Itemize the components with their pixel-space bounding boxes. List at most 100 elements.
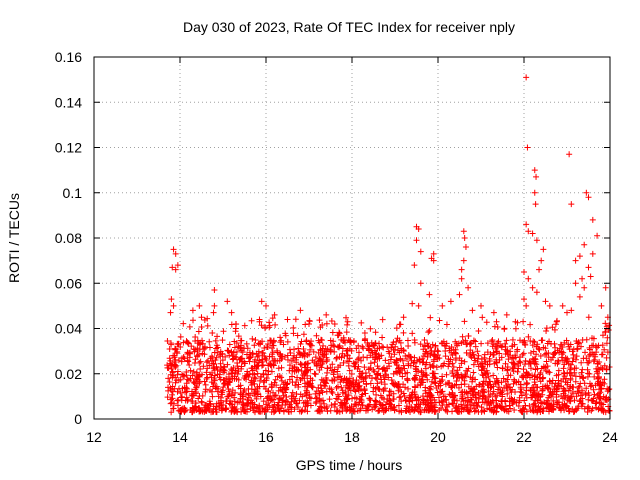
data-point (388, 344, 395, 351)
data-point (569, 390, 576, 397)
data-point (349, 407, 356, 414)
data-point (503, 337, 510, 344)
data-point (361, 330, 368, 337)
data-point (169, 264, 176, 271)
data-point (164, 394, 171, 401)
data-point (461, 377, 468, 384)
data-point (252, 375, 259, 382)
data-point (480, 380, 487, 387)
data-point (459, 333, 466, 340)
data-point (323, 320, 330, 327)
data-point (270, 338, 277, 345)
data-point (333, 407, 340, 414)
data-point (307, 341, 314, 348)
data-point (593, 398, 600, 405)
data-point (498, 404, 505, 411)
data-point (252, 337, 259, 344)
data-point (266, 353, 273, 360)
data-point (258, 362, 265, 369)
data-point (511, 341, 518, 348)
data-point (315, 390, 322, 397)
data-point (587, 273, 594, 280)
data-point (563, 375, 570, 382)
data-point (578, 369, 585, 376)
data-point (260, 349, 267, 356)
data-point (288, 358, 295, 365)
data-point (345, 336, 352, 343)
data-point (236, 356, 243, 363)
data-point (391, 407, 398, 414)
data-point (181, 384, 188, 391)
data-point (334, 408, 341, 415)
data-point (564, 309, 570, 316)
data-point (398, 398, 405, 405)
data-point (560, 349, 567, 356)
data-point (479, 314, 486, 321)
data-point (591, 356, 598, 363)
data-point (336, 342, 343, 349)
data-point (510, 398, 517, 405)
chart-title: Day 030 of 2023, Rate Of TEC Index for r… (183, 19, 515, 35)
data-point (585, 194, 592, 201)
data-point (167, 400, 174, 407)
data-point (372, 398, 379, 405)
data-point (233, 348, 240, 355)
data-point (451, 382, 458, 389)
data-point (345, 362, 352, 369)
data-point (525, 228, 532, 235)
data-point (341, 353, 348, 360)
data-point (348, 371, 355, 378)
data-point (268, 337, 275, 344)
data-point (500, 375, 507, 382)
data-point (351, 408, 358, 415)
data-point (372, 397, 379, 404)
data-point (219, 391, 226, 398)
data-point (279, 401, 286, 408)
data-point (524, 380, 531, 387)
data-point (439, 373, 446, 380)
data-point (252, 356, 259, 363)
data-point (435, 394, 442, 401)
data-point (172, 346, 179, 353)
grid (94, 57, 610, 419)
data-point (557, 407, 564, 414)
data-point (174, 368, 181, 375)
data-point (313, 362, 320, 369)
data-point (294, 374, 301, 381)
data-point (436, 317, 443, 324)
data-point (245, 394, 252, 401)
data-point (211, 287, 218, 294)
data-point (315, 408, 322, 415)
data-point (574, 340, 581, 347)
data-point (461, 404, 468, 411)
data-point (509, 365, 516, 372)
data-point (320, 377, 327, 384)
data-point (319, 351, 326, 358)
data-point (335, 374, 342, 381)
data-point (318, 404, 325, 411)
data-point (531, 390, 538, 397)
data-point (583, 385, 590, 392)
data-point (272, 376, 279, 383)
data-point (601, 346, 608, 353)
data-point (329, 361, 336, 368)
axis-ticks (93, 56, 611, 420)
data-point (358, 319, 365, 326)
data-point (428, 392, 435, 399)
data-point (549, 354, 556, 361)
data-point (541, 351, 548, 358)
data-point (478, 367, 485, 374)
data-point (488, 338, 495, 345)
data-point (529, 355, 536, 362)
data-point (278, 337, 285, 344)
data-point (217, 376, 224, 383)
data-point (372, 385, 379, 392)
data-point (366, 395, 373, 402)
data-point (418, 369, 425, 376)
data-point (305, 381, 312, 388)
data-point (283, 394, 290, 400)
data-point (420, 399, 427, 406)
data-point (346, 367, 353, 374)
data-point (417, 248, 424, 255)
data-point (546, 302, 553, 309)
